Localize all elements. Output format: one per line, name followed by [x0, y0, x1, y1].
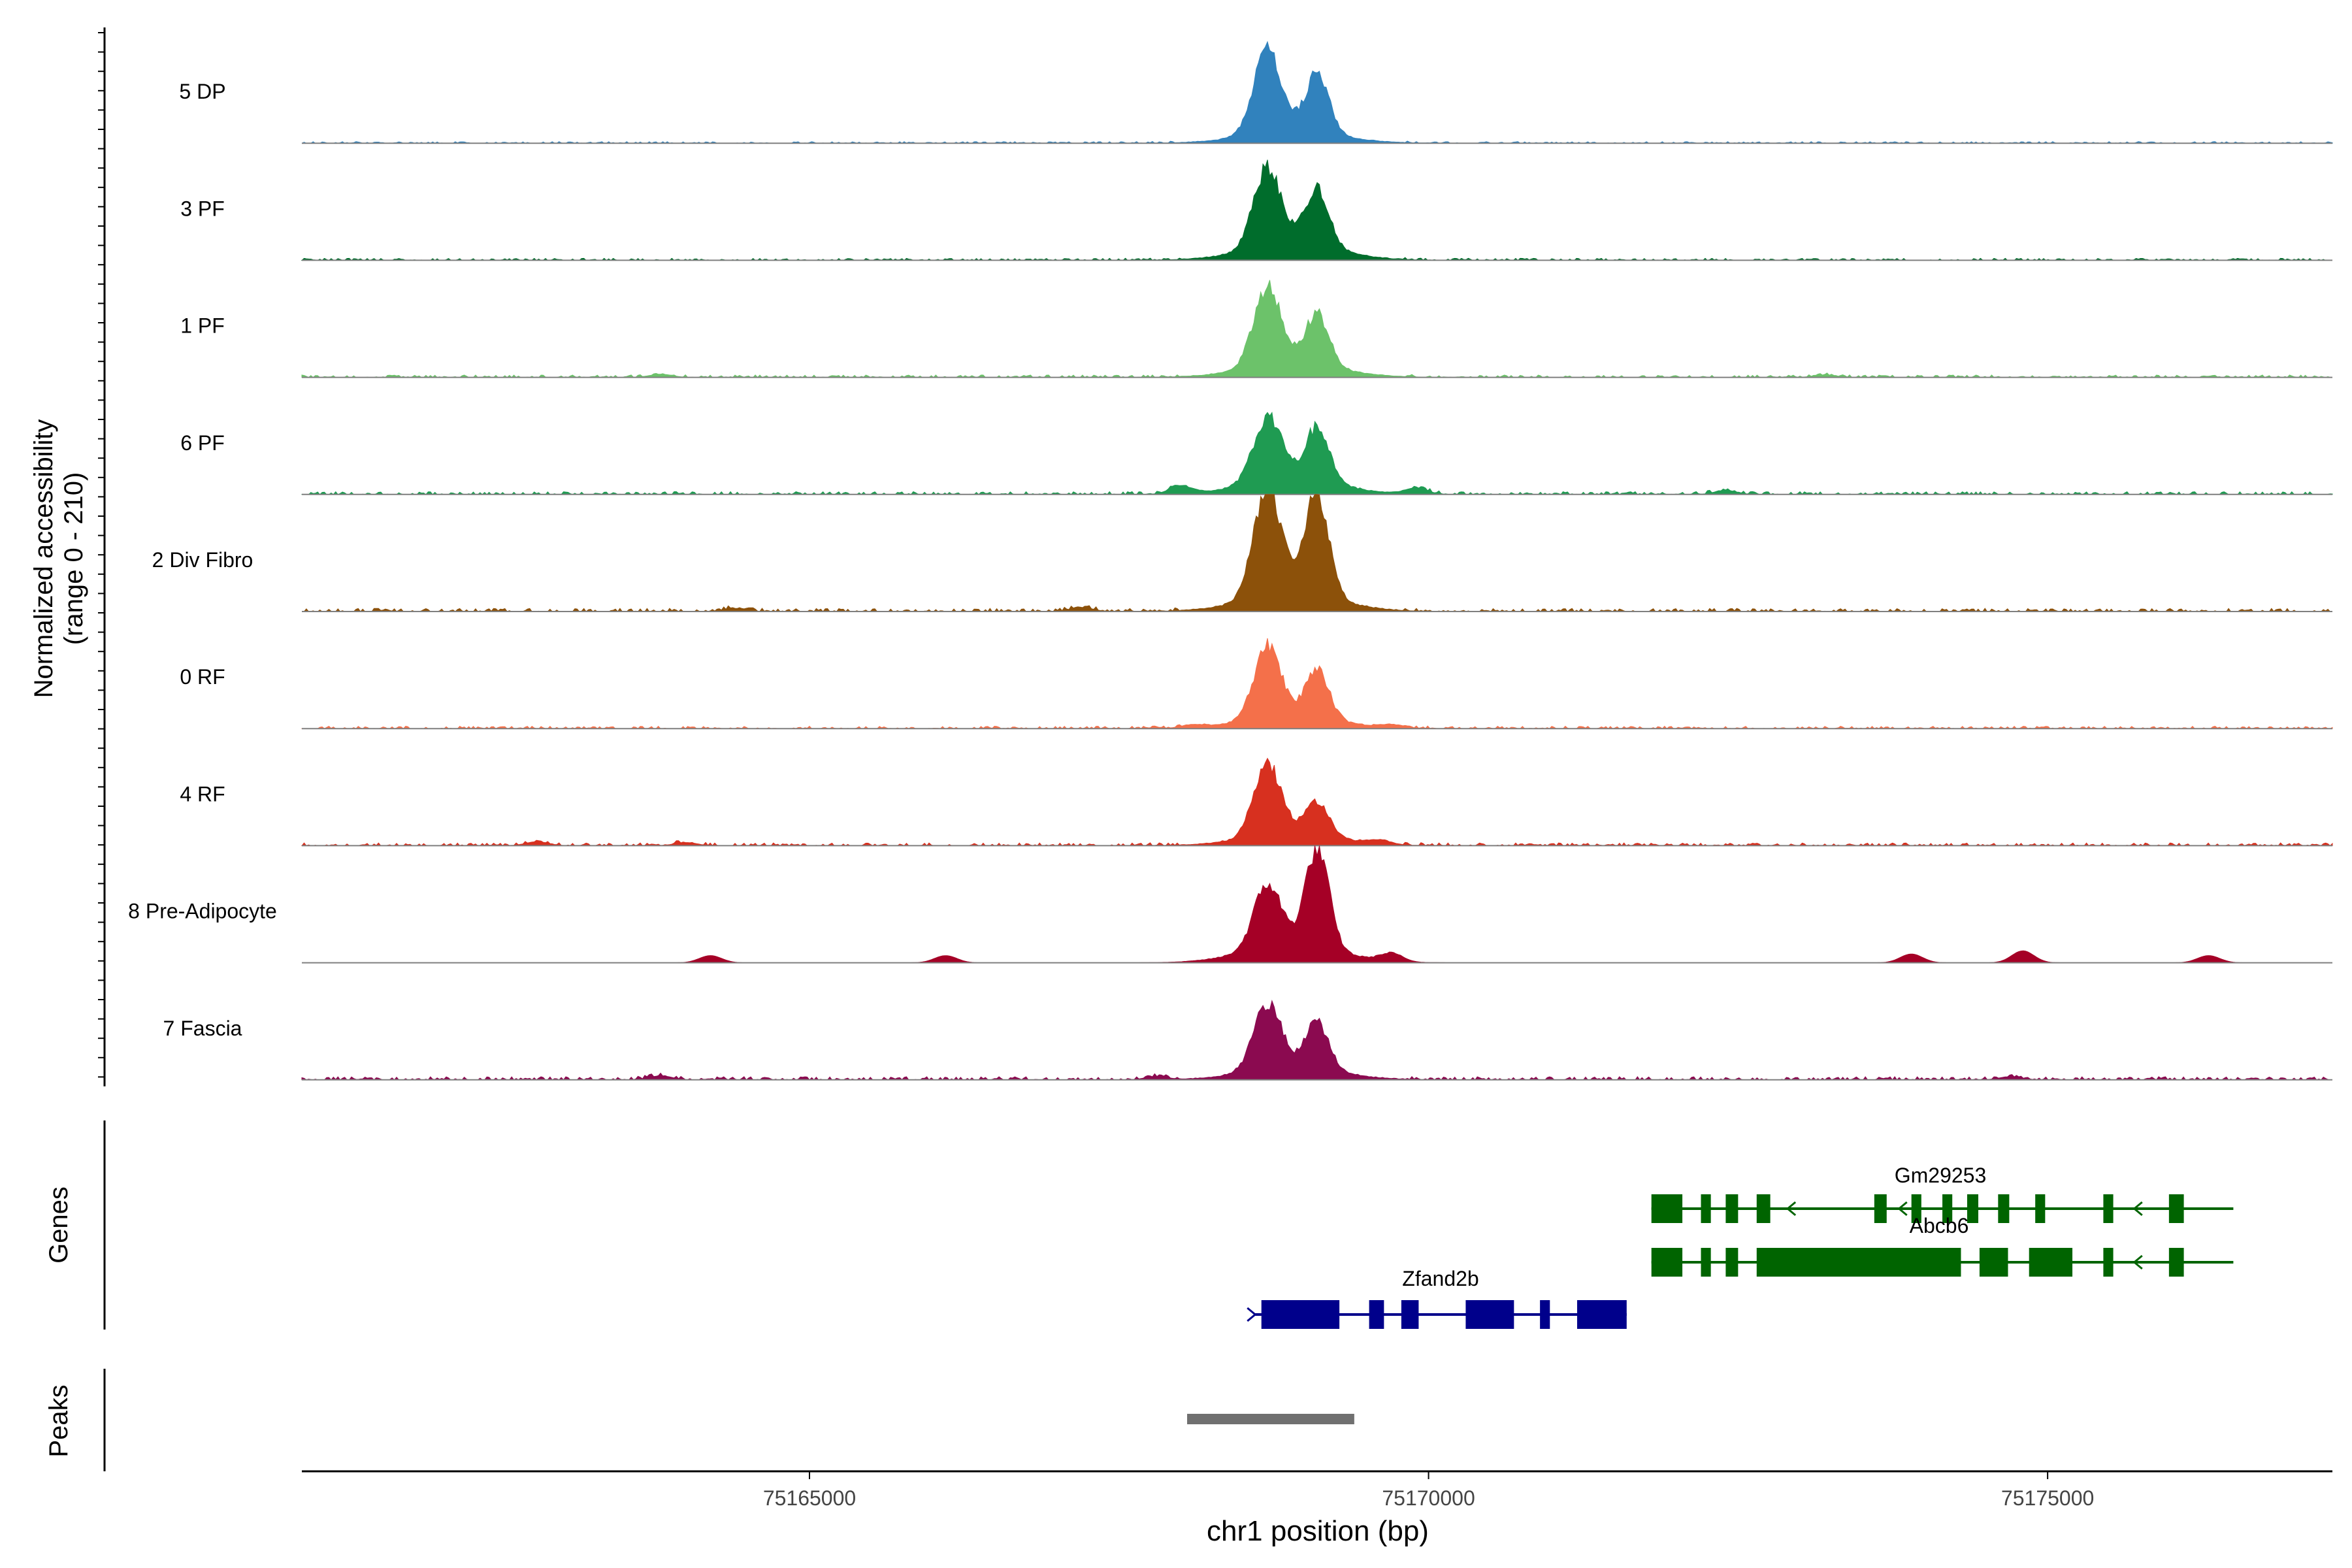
gene-exon: [1725, 1194, 1739, 1223]
gene-exon: [1651, 1248, 1683, 1277]
strand-arrow: [1786, 1254, 1797, 1270]
y-axis-label-line2: (range 0 - 210): [59, 472, 88, 645]
track-8-pre-adipocyte: 8 Pre-Adipocyte: [128, 845, 2332, 964]
gene-exon: [1701, 1194, 1711, 1223]
gene-exon: [1756, 1194, 1771, 1223]
gene-exon: [1540, 1300, 1550, 1329]
x-tick-label: 75175000: [2001, 1486, 2094, 1510]
gene-exon: [2029, 1248, 2073, 1277]
strand-arrow: [2132, 1201, 2143, 1217]
gene-exon: [2168, 1194, 2184, 1223]
gene-exon: [2035, 1194, 2046, 1223]
strand-arrow: [1897, 1201, 1908, 1217]
gene-abcb6: Abcb6: [1651, 1214, 2234, 1277]
track-5-dp: 5 DP: [179, 41, 2333, 144]
gene-exon: [1651, 1194, 1683, 1223]
gene-exon: [1874, 1194, 1887, 1223]
gene-exon: [1967, 1194, 1978, 1223]
gene-exon: [1942, 1194, 1953, 1223]
track-label: 7 Fascia: [163, 1017, 242, 1040]
gene-exon: [1401, 1300, 1419, 1329]
strand-arrow: [1786, 1201, 1797, 1217]
x-tick-label: 75165000: [763, 1486, 856, 1510]
coverage-area: [301, 412, 2333, 495]
gene-exon: [2103, 1194, 2114, 1223]
strand-arrow: [1897, 1254, 1908, 1270]
track-3-pf: 3 PF: [180, 159, 2332, 261]
peaks-panel: [103, 1369, 1354, 1471]
track-label: 4 RF: [180, 782, 225, 806]
peaks-panel-label: Peaks: [44, 1384, 73, 1457]
y-axis: [98, 27, 106, 1086]
track-label: 1 PF: [180, 314, 225, 338]
coverage-tracks: 5 DP 3 PF 1 PF 6 PF 2 Div Fibro 0 RF 4 RF 8 Pre…: [128, 41, 2333, 1081]
track-label: 3 PF: [180, 197, 225, 220]
track-4-rf: 4 RF: [180, 757, 2333, 847]
gene-label: Abcb6: [1910, 1214, 1969, 1237]
gene-exon: [2168, 1248, 2184, 1277]
gene-label: Zfand2b: [1402, 1267, 1478, 1290]
coverage-area: [301, 1000, 2332, 1081]
gene-gm29253: Gm29253: [1651, 1164, 2234, 1223]
track-label: 6 PF: [180, 431, 225, 455]
peak-region: [1187, 1414, 1354, 1424]
genes-panel: Gm29253 Abcb6 Zfand2b: [103, 1120, 2234, 1330]
track-7-fascia: 7 Fascia: [163, 1000, 2332, 1081]
strand-arrow: [2132, 1254, 2143, 1270]
track-label: 8 Pre-Adipocyte: [128, 900, 277, 923]
track-label: 0 RF: [180, 665, 225, 689]
gene-exon: [1261, 1300, 1340, 1329]
gene-exon: [1576, 1300, 1627, 1329]
x-axis: 75165000 75170000 75175000: [302, 1470, 2332, 1510]
gene-exon: [1979, 1248, 2008, 1277]
y-axis-label-line1: Normalized accessibility: [29, 419, 58, 698]
gene-exon: [1701, 1248, 1711, 1277]
gene-zfand2b: Zfand2b: [1247, 1267, 1627, 1329]
gene-exon: [1369, 1300, 1384, 1329]
x-axis-title: chr1 position (bp): [1207, 1515, 1429, 1547]
x-tick-label: 75170000: [1382, 1486, 1475, 1510]
gene-exon: [2103, 1248, 2114, 1277]
gene-exon: [1465, 1300, 1514, 1329]
gene-exon: [1756, 1248, 1961, 1277]
gene-exon: [1725, 1248, 1739, 1277]
track-0-rf: 0 RF: [180, 638, 2333, 730]
gene-exon: [1911, 1194, 1921, 1223]
track-label: 2 Div Fibro: [152, 548, 253, 572]
track-1-pf: 1 PF: [180, 280, 2332, 378]
track-2-div-fibro: 2 Div Fibro: [152, 494, 2332, 612]
gene-exon: [1998, 1194, 2010, 1223]
strand-arrow: [1247, 1307, 1257, 1322]
track-label: 5 DP: [179, 80, 225, 103]
genes-panel-label: Genes: [44, 1186, 73, 1264]
gene-label: Gm29253: [1895, 1164, 1987, 1187]
